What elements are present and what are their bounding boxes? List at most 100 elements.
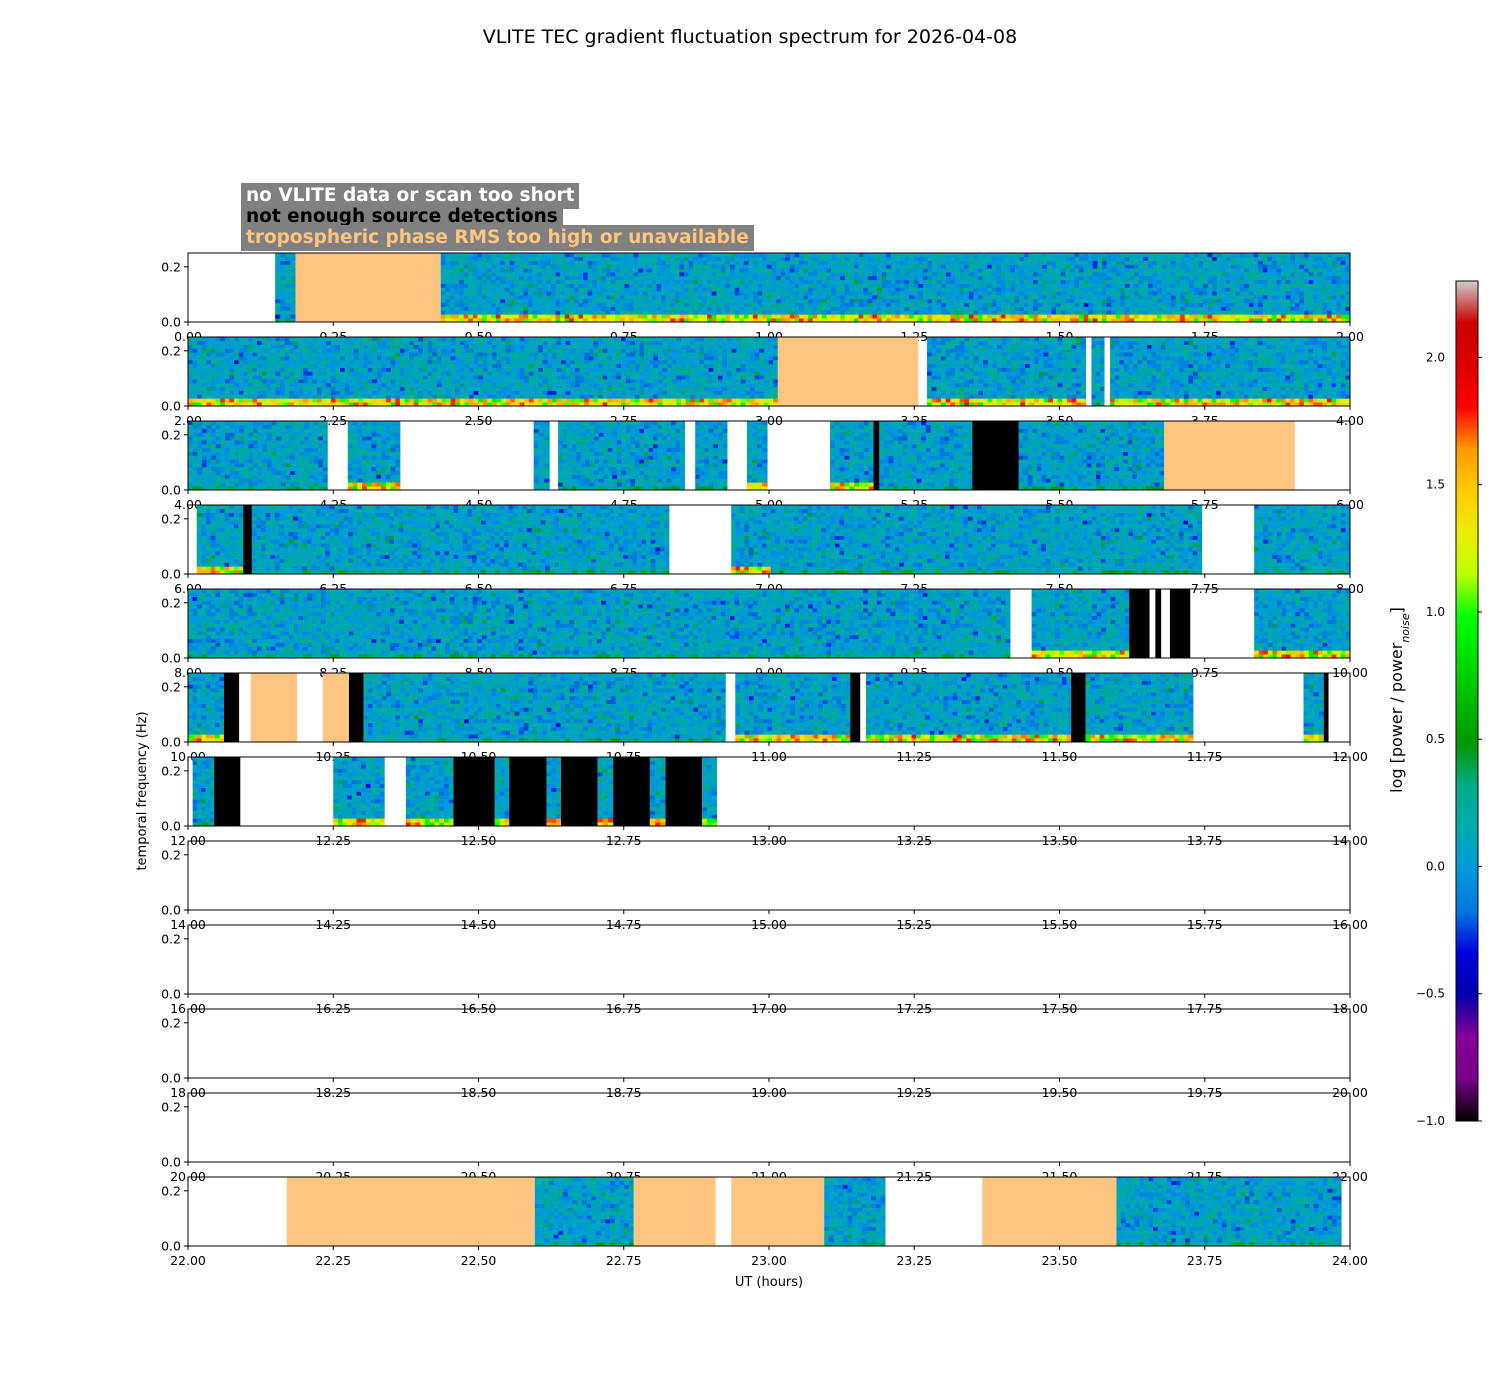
mask-tropo xyxy=(778,337,919,406)
mask-tropo xyxy=(982,1177,1116,1246)
x-tick-label: 23.50 xyxy=(1042,1253,1078,1268)
colorbar-tick-label: −0.5 xyxy=(1416,987,1445,1001)
spectrum-segment xyxy=(830,421,874,490)
y-tick-label: 0.0 xyxy=(161,819,181,834)
spectrum-segment xyxy=(866,673,1071,742)
colorbar-gradient xyxy=(1456,281,1478,1121)
spectrum-segment xyxy=(1086,673,1194,742)
spectrum-segment xyxy=(702,757,717,826)
spectrum-segment xyxy=(193,757,215,826)
mask-tropo xyxy=(731,1177,824,1246)
y-tick-label: 0.0 xyxy=(161,399,181,414)
x-tick-label: 22.50 xyxy=(461,1253,497,1268)
panel-9: 0.00.218.00 18.25 18.50 18.75 19.00 19.25 19.5… xyxy=(161,1009,1368,1100)
mask-nodet xyxy=(1170,589,1190,658)
y-tick-label: 0.0 xyxy=(161,483,181,498)
colorbar-tick-label: 2.0 xyxy=(1426,350,1445,364)
y-tick-label: 0.2 xyxy=(161,343,181,358)
panel-0: 0.00.20.00 0.25 0.50 0.75 1.00 1.25 1.50 1.75 2.… xyxy=(161,253,1364,344)
x-tick-label: 22.25 xyxy=(315,1253,351,1268)
spectrum-segment xyxy=(188,337,778,406)
mask-nodet xyxy=(561,757,598,826)
mask-nodet xyxy=(874,421,880,490)
x-tick-label: 22.00 xyxy=(170,1253,206,1268)
mask-nodet xyxy=(214,757,240,826)
spectrum-segment xyxy=(546,757,561,826)
spectrum-segment xyxy=(275,253,296,322)
spectrum-segment xyxy=(188,673,224,742)
spectrum-segment xyxy=(1304,673,1325,742)
spectrum-segment xyxy=(927,337,1086,406)
mask-nodet xyxy=(1071,673,1086,742)
panel-5: 0.00.210.00 10.25 10.50 10.75 11.00 11.25 11.5… xyxy=(161,673,1368,764)
y-tick-label: 0.2 xyxy=(161,763,181,778)
y-tick-label: 0.2 xyxy=(161,679,181,694)
y-tick-label: 0.0 xyxy=(161,315,181,330)
mask-nodet xyxy=(224,673,239,742)
spectrum-segment xyxy=(197,505,244,574)
mask-nodet xyxy=(243,505,252,574)
spectrum-segment xyxy=(188,421,328,490)
y-tick-label: 0.0 xyxy=(161,735,181,750)
y-tick-label: 0.2 xyxy=(161,427,181,442)
spectrum-segment xyxy=(252,505,669,574)
spectrum-segment xyxy=(747,421,768,490)
mask-nodet xyxy=(454,757,495,826)
y-tick-label: 0.0 xyxy=(161,1239,181,1254)
colorbar-label: log [power / powernoise] xyxy=(1387,607,1412,793)
y-tick-label: 0.2 xyxy=(161,511,181,526)
spectrum-segment xyxy=(406,757,454,826)
x-axis-label: UT (hours) xyxy=(735,1275,803,1290)
panel-2: 0.00.24.00 4.25 4.50 4.75 5.00 5.25 5.50 5.75 6.… xyxy=(161,421,1364,512)
mask-nodet xyxy=(509,757,546,826)
y-tick-label: 0.2 xyxy=(161,595,181,610)
spectrum-segment xyxy=(188,589,1010,658)
colorbar-tick-label: −1.0 xyxy=(1416,1114,1445,1128)
panel-frame xyxy=(188,841,1350,910)
spectrum-segment xyxy=(1254,589,1350,658)
y-axis-label: temporal frequency (Hz) xyxy=(135,711,150,870)
spectrum-segment xyxy=(1110,337,1350,406)
mask-tropo xyxy=(323,673,349,742)
mask-tropo xyxy=(287,1177,535,1246)
colorbar-tick-label: 1.0 xyxy=(1426,605,1445,619)
spectrum-segment xyxy=(650,757,666,826)
panel-3: 0.00.26.00 6.25 6.50 6.75 7.00 7.25 7.50 7.75 8.… xyxy=(161,505,1364,596)
x-tick-label: 23.25 xyxy=(896,1253,932,1268)
y-tick-label: 0.2 xyxy=(161,1099,181,1114)
spectrum-segment xyxy=(879,421,972,490)
y-tick-label: 0.2 xyxy=(161,1183,181,1198)
panels: 0.00.20.00 0.25 0.50 0.75 1.00 1.25 1.50 1.75 2.… xyxy=(161,253,1368,1268)
mask-nodet xyxy=(613,757,650,826)
mask-nodet xyxy=(1324,673,1329,742)
y-tick-label: 0.0 xyxy=(161,1071,181,1086)
spectrum-segment xyxy=(441,253,1351,322)
spectrum-segment xyxy=(333,757,384,826)
mask-tropo xyxy=(295,253,440,322)
y-tick-label: 0.0 xyxy=(161,987,181,1002)
spectrum-segment xyxy=(534,421,550,490)
mask-tropo xyxy=(1164,421,1295,490)
chart-title: VLITE TEC gradient fluctuation spectrum … xyxy=(483,26,1017,48)
spectrum-segment xyxy=(1116,1177,1341,1246)
mask-nodet xyxy=(1155,589,1161,658)
mask-tropo xyxy=(251,673,297,742)
y-tick-label: 0.0 xyxy=(161,567,181,582)
spectrum-segment xyxy=(1254,505,1350,574)
spectrum-segment xyxy=(363,673,725,742)
y-tick-label: 0.2 xyxy=(161,259,181,274)
colorbar: −1.0−0.50.00.51.01.52.0 log [power / pow… xyxy=(1387,281,1482,1128)
panel-1: 0.00.22.00 2.25 2.50 2.75 3.00 3.25 3.50 3.75 4.… xyxy=(161,337,1364,428)
spectrum-segment xyxy=(535,1177,634,1246)
panel-6: 0.00.212.00 12.25 12.50 12.75 13.00 13.25 13.5… xyxy=(161,757,1368,848)
mask-nodet xyxy=(850,673,860,742)
panel-frame xyxy=(188,925,1350,994)
x-tick-label: 22.75 xyxy=(606,1253,642,1268)
mask-nodet xyxy=(972,421,1018,490)
panel-8: 0.00.216.00 16.25 16.50 16.75 17.00 17.25 17.5… xyxy=(161,925,1368,1016)
colorbar-tick-label: 0.5 xyxy=(1426,732,1445,746)
spectrum-segment xyxy=(495,757,510,826)
spectrum-segment xyxy=(695,421,727,490)
y-tick-label: 0.2 xyxy=(161,1015,181,1030)
